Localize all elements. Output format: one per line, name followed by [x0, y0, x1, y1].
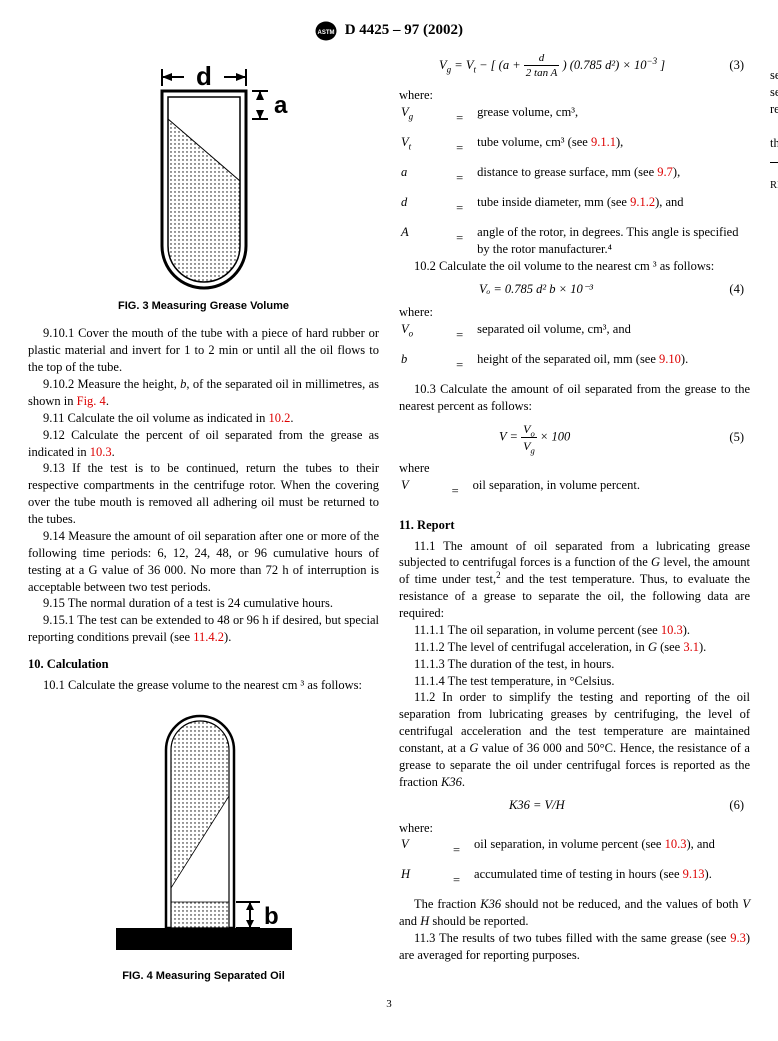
figure-4-svg: b [94, 706, 314, 966]
ref-fig4[interactable]: Fig. 4 [77, 394, 106, 408]
where-label-3: where: [399, 87, 750, 104]
figure-3-svg: d a [114, 51, 294, 296]
ref-9.7[interactable]: 9.7 [657, 165, 673, 179]
para-11.4: 11.4 The values for V and H in Eq 6 are … [770, 51, 778, 119]
where-label-5: where [399, 460, 750, 477]
ref-9.13[interactable]: 9.13 [683, 867, 705, 881]
para-9.15: 9.15 The normal duration of a test is 24… [28, 595, 379, 612]
equation-6: K36 = V/H(6) [509, 797, 744, 814]
para-9.13: 9.13 If the test is to be continued, ret… [28, 460, 379, 528]
para-9.10.1: 9.10.1 Cover the mouth of the tube with … [28, 325, 379, 376]
where-label-6: where: [399, 820, 750, 837]
defs-eq4: Vo=separated oil volume, cm³, and b=heig… [401, 321, 691, 381]
para-9.12: 9.12 Calculate the percent of oil separa… [28, 427, 379, 461]
para-11.1.3: 11.1.3 The duration of the test, in hour… [399, 656, 750, 673]
where-label-4: where: [399, 304, 750, 321]
figure-4-caption: FIG. 4 Measuring Separated Oil [28, 969, 379, 984]
defs-eq6: V=oil separation, in volume percent (see… [401, 836, 718, 896]
ref-9.3[interactable]: 9.3 [730, 931, 746, 945]
para-11.1.4: 11.1.4 The test temperature, in °Celsius… [399, 673, 750, 690]
para-9.11: 9.11 Calculate the oil volume as indicat… [28, 410, 379, 427]
ref-10.3c[interactable]: 10.3 [665, 837, 687, 851]
para-11.3: 11.3 The results of two tubes filled wit… [399, 930, 750, 964]
para-9.14: 9.14 Measure the amount of oil separatio… [28, 528, 379, 596]
ref-3.1[interactable]: 3.1 [683, 640, 699, 654]
ref-9.1.1[interactable]: 9.1.1 [591, 135, 616, 149]
svg-text:ASTM: ASTM [317, 30, 334, 36]
astm-logo-icon: ASTM [315, 21, 337, 41]
section-10-heading: 10. Calculation [28, 656, 379, 673]
para-10.1: 10.1 Calculate the grease volume to the … [28, 677, 379, 694]
svg-text:b: b [264, 903, 279, 930]
defs-eq5: V=oil separation, in volume percent. [401, 477, 643, 507]
para-10.2: 10.2 Calculate the oil volume to the nea… [399, 258, 750, 275]
ref-11.4.2[interactable]: 11.4.2 [193, 630, 224, 644]
para-11.1: 11.1 The amount of oil separated from a … [399, 538, 750, 622]
ref-10.3b[interactable]: 10.3 [661, 623, 683, 637]
ref-9.1.2[interactable]: 9.1.2 [630, 195, 655, 209]
footnote-rule [770, 162, 778, 163]
ref-10.2[interactable]: 10.2 [269, 411, 291, 425]
section-11-heading: 11. Report [399, 517, 750, 534]
page-header: ASTM D 4425 – 97 (2002) [28, 20, 750, 41]
para-11.4.1: 11.4.1 If the oil separation does not st… [770, 118, 778, 152]
defs-eq3: Vg=grease volume, cm³, Vt=tube volume, c… [401, 104, 750, 258]
figure-3: d a FIG. 3 Measuring Grease Volume [28, 51, 379, 314]
para-11.2b: The fraction K36 should not be reduced, … [399, 896, 750, 930]
header-text: D 4425 – 97 (2002) [345, 22, 463, 38]
footnote-4: ⁴ Supporting data are available from AST… [770, 165, 778, 193]
svg-text:a: a [274, 92, 288, 119]
equation-3: Vg = Vt − [ (a + d2 tan A ) (0.785 d²) ×… [439, 51, 744, 82]
equation-4: Vₒ = 0.785 d² b × 10⁻³(4) [479, 281, 744, 298]
equation-5: V = VoVg × 100 (5) [499, 421, 744, 454]
figure-3-caption: FIG. 3 Measuring Grease Volume [28, 299, 379, 314]
para-10.3: 10.3 Calculate the amount of oil separat… [399, 381, 750, 415]
para-11.2: 11.2 In order to simplify the testing an… [399, 689, 750, 790]
para-11.1.2: 11.1.2 The level of centrifugal accelera… [399, 639, 750, 656]
svg-text:d: d [196, 61, 212, 91]
ref-9.10[interactable]: 9.10 [659, 352, 681, 366]
para-9.10.2: 9.10.2 Measure the height, b, of the sep… [28, 376, 379, 410]
para-9.15.1: 9.15.1 The test can be extended to 48 or… [28, 612, 379, 646]
figure-4: b FIG. 4 Measuring Separated Oil [28, 706, 379, 984]
para-11.1.1: 11.1.1 The oil separation, in volume per… [399, 622, 750, 639]
ref-10.3[interactable]: 10.3 [90, 445, 112, 459]
page-number: 3 [28, 997, 750, 1012]
